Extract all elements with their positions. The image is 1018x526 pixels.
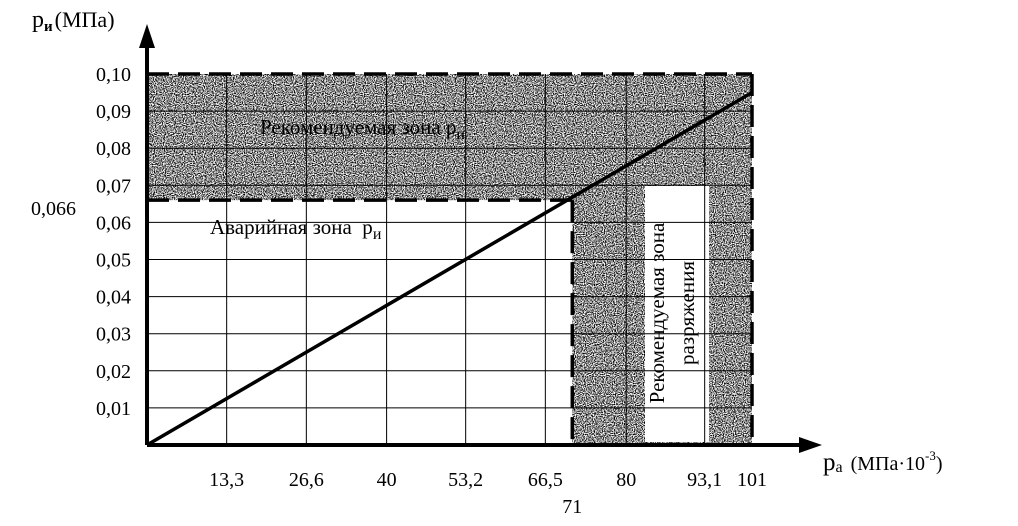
y-tick-label: 0,07	[96, 175, 131, 197]
x-tick-label: 80	[616, 469, 636, 491]
axes	[139, 24, 822, 453]
x-tick-labels: 13,3 26,6 40 53,2 66,5 80 93,1 101 71	[209, 469, 767, 518]
y-tick-label: 0,09	[96, 101, 131, 123]
vacuum-zone-label-background	[645, 186, 709, 442]
y-axis-arrow	[139, 24, 155, 48]
y-axis-title: pи(МПа)	[32, 7, 115, 35]
y-tick-label: 0,03	[96, 324, 131, 346]
vacuum-zone-label-line2: разряжения	[675, 261, 699, 365]
y-tick-label: 0,08	[96, 138, 131, 160]
series-line	[146, 91, 753, 447]
y-threshold-label: 0,066	[31, 198, 76, 220]
emergency-zone-label: Аварийная зона pи	[210, 215, 382, 243]
x-threshold-label: 71	[562, 496, 582, 518]
x-tick-label: 26,6	[289, 469, 324, 491]
y-tick-label: 0,05	[96, 250, 131, 272]
y-tick-label: 0,06	[96, 212, 131, 234]
x-tick-label: 66,5	[528, 469, 563, 491]
y-tick-labels: 0,01 0,02 0,03 0,04 0,05 0,06 0,07 0,08 0,09 0,10…	[31, 64, 131, 420]
x-tick-label: 53,2	[448, 469, 483, 491]
y-tick-label: 0,04	[96, 287, 131, 309]
x-tick-label: 93,1	[687, 469, 722, 491]
x-axis-arrow	[799, 437, 822, 453]
x-tick-label: 101	[737, 469, 767, 491]
x-axis-title: pa (МПа·10-3)	[823, 448, 943, 476]
recommended-zone-shading	[147, 74, 752, 201]
x-tick-label: 13,3	[209, 469, 244, 491]
recommended-zone-label: Рекомендуемая зона pи	[260, 115, 465, 143]
boundaries	[147, 72, 754, 445]
vacuum-zone-label-line1: Рекомендуемая зона	[645, 222, 669, 403]
x-tick-label: 40	[377, 469, 397, 491]
y-tick-label: 0,02	[96, 361, 131, 383]
y-tick-label: 0,01	[96, 398, 131, 420]
y-tick-label: 0,10	[96, 64, 131, 86]
shaded-zones	[147, 74, 752, 445]
vacuum-zone-label: Рекомендуемая зона разряжения	[645, 222, 699, 403]
